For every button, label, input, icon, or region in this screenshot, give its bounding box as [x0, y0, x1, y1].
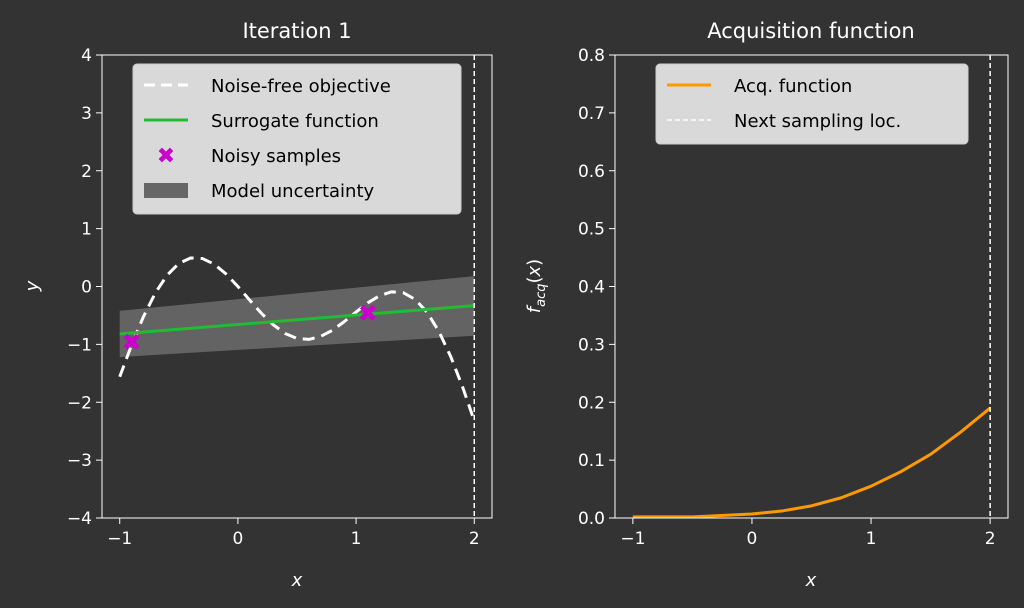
y-tick-label: −2 — [67, 393, 92, 413]
legend-surrogate-label: Surrogate function — [211, 111, 379, 132]
noisy-sample-point: ✖ — [121, 328, 141, 356]
legend-objective-label: Noise-free objective — [211, 76, 391, 97]
y-tick-label: 1 — [81, 220, 92, 240]
right-ylabel: facq(x) — [524, 259, 549, 313]
right-legend-box — [655, 63, 969, 145]
x-tick-label: 0 — [232, 529, 243, 549]
left-ylabel: y — [22, 280, 43, 292]
y-tick-label: 0.8 — [578, 46, 605, 66]
right-ticks: −1 0 1 2 0.0 0.1 0.2 0.3 0.4 0.5 0.6 0.7 0.8 — [578, 46, 996, 549]
right-legend: Acq. function Next sampling loc. — [655, 63, 969, 145]
right-xlabel: x — [805, 570, 817, 591]
y-tick-label: 0.6 — [578, 162, 605, 182]
left-legend-box — [132, 63, 462, 215]
y-tick-label: 0.1 — [578, 451, 605, 471]
left-legend: Noise-free objective Surrogate function … — [132, 63, 462, 215]
y-tick-label: −1 — [67, 335, 92, 355]
left-ticks: −1 0 1 2 −4 −3 −2 −1 0 1 2 3 4 — [67, 46, 480, 549]
y-tick-label: −3 — [67, 451, 92, 471]
acq-function-line — [632, 406, 992, 519]
noisy-sample-point: ✖ — [358, 300, 378, 328]
legend-samples-marker-icon: ✖ — [157, 144, 175, 169]
y-tick-label: −4 — [67, 509, 92, 529]
right-title: Acquisition function — [707, 19, 914, 43]
x-tick-label: 2 — [985, 529, 996, 549]
legend-uncertainty-label: Model uncertainty — [211, 181, 375, 202]
x-tick-label: 1 — [351, 529, 362, 549]
y-tick-label: 4 — [81, 46, 92, 66]
y-tick-label: 0 — [81, 278, 92, 298]
y-tick-label: 0.4 — [578, 278, 605, 298]
y-tick-label: 0.5 — [578, 220, 605, 240]
left-xlabel: x — [291, 570, 303, 591]
legend-acq-label: Acq. function — [734, 76, 852, 97]
uncertainty-band — [119, 276, 475, 358]
surrogate-function-line — [119, 304, 475, 336]
y-tick-label: 0.7 — [578, 104, 605, 124]
left-plot-area: ✖✖ — [118, 55, 476, 518]
right-panel: −1 0 1 2 0.0 0.1 0.2 0.3 0.4 0.5 0.6 0.7 0.8 Acquisi… — [524, 19, 1009, 591]
x-tick-label: 2 — [469, 529, 480, 549]
x-tick-label: −1 — [620, 529, 645, 549]
y-tick-label: 0.0 — [578, 509, 605, 529]
legend-uncertainty-swatch — [144, 183, 188, 198]
y-tick-label: 2 — [81, 162, 92, 182]
y-tick-label: 0.2 — [578, 393, 605, 413]
legend-samples-label: Noisy samples — [211, 146, 341, 167]
y-tick-label: 0.3 — [578, 335, 605, 355]
y-tick-label: 3 — [81, 104, 92, 124]
legend-next-sampling-label: Next sampling loc. — [734, 111, 901, 132]
x-tick-label: 1 — [866, 529, 877, 549]
x-tick-label: 0 — [747, 529, 758, 549]
left-title: Iteration 1 — [242, 19, 351, 43]
right-plot-area — [632, 55, 992, 519]
x-tick-label: −1 — [107, 529, 132, 549]
